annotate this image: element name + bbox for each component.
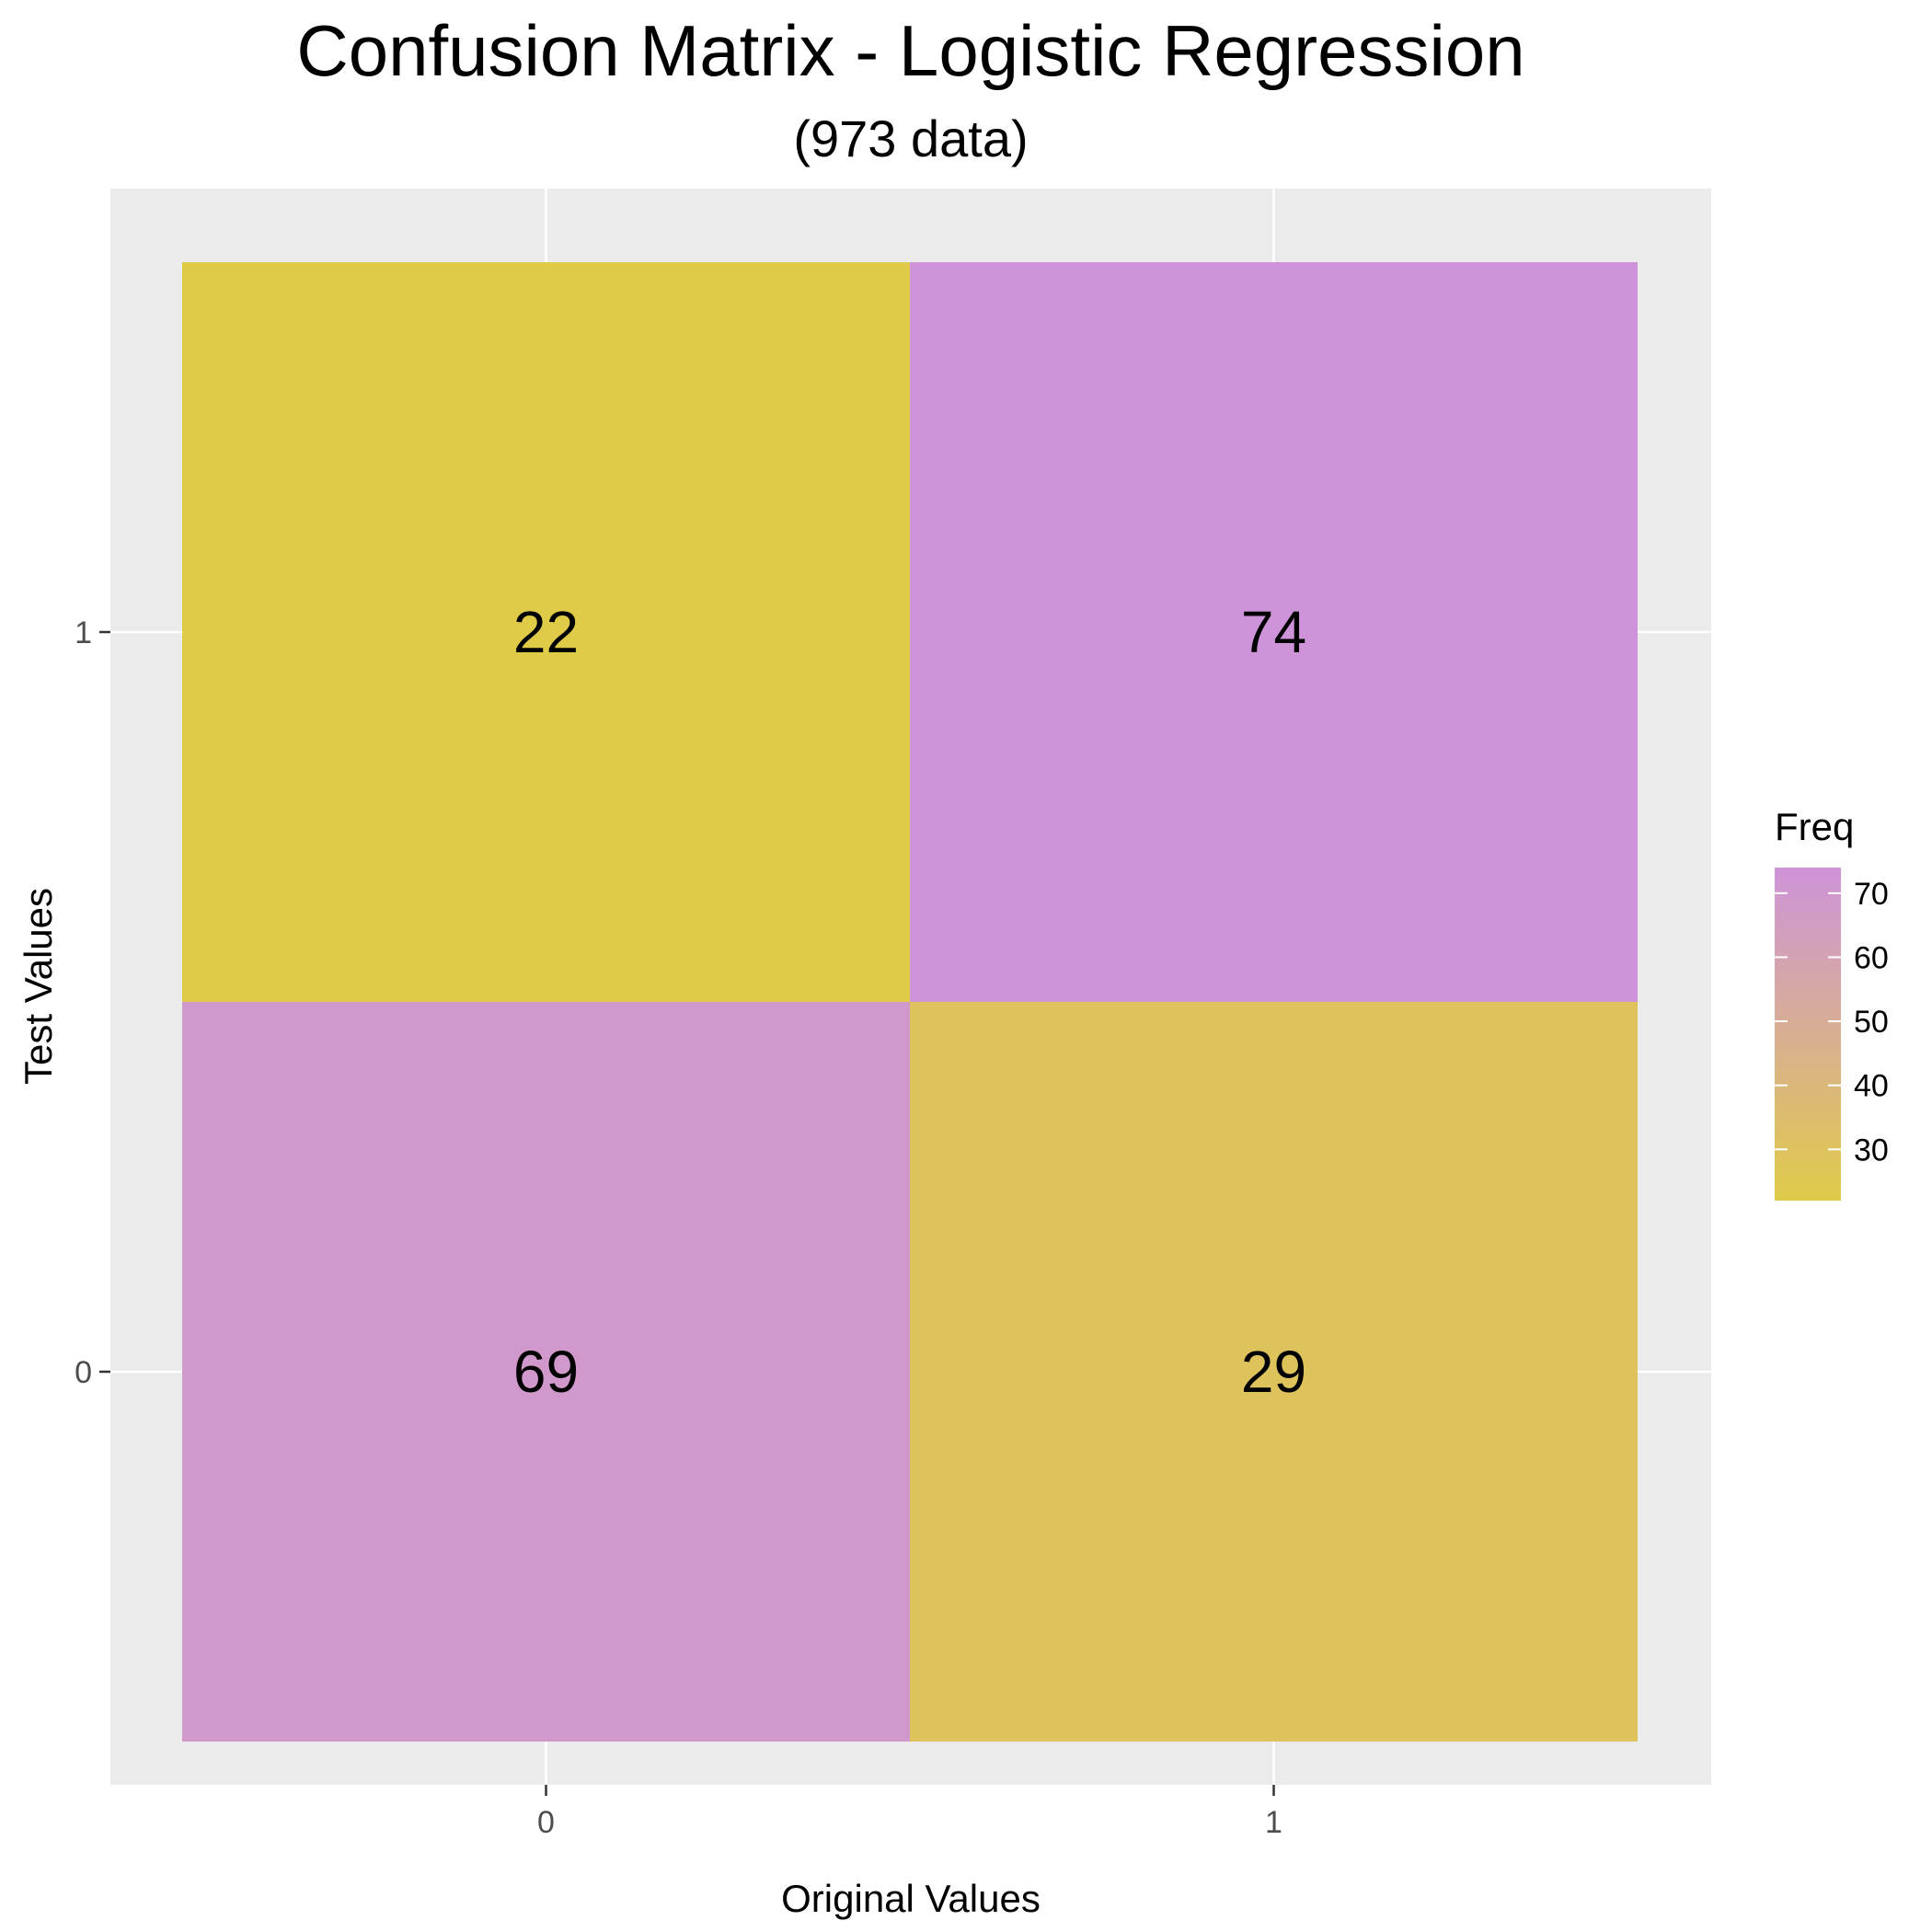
cell-value-label: 22 [513,599,579,665]
x-axis-label: Original Values [781,1877,1041,1920]
color-legend: Freq 30 40 50 60 70 [1775,805,1889,1201]
x-tick-label: 1 [1265,1805,1282,1840]
heatmap-cell [182,262,910,1002]
y-axis-label: Test Values [17,888,60,1085]
cell-value-label: 69 [513,1339,579,1405]
heatmap-cell [910,262,1638,1002]
y-tick-label: 1 [75,615,92,650]
chart-title: Confusion Matrix - Logistic Regression [296,10,1524,91]
legend-tick-label: 30 [1854,1133,1889,1167]
y-tick-label: 0 [75,1355,92,1390]
chart-subtitle: (973 data) [793,109,1028,167]
legend-title: Freq [1775,805,1854,848]
heatmap-cell [910,1002,1638,1742]
y-axis-ticks: 01 [75,615,110,1390]
heatmap-cell [182,1002,910,1742]
cell-value-labels: 22 74 69 29 [513,599,1306,1405]
legend-tick-label: 60 [1854,940,1889,975]
legend-tick-label: 70 [1854,877,1889,912]
legend-color-bar [1775,868,1841,1201]
heatmap-cells [182,262,1638,1742]
legend-ticks: 30 40 50 60 70 [1775,877,1889,1167]
cell-value-label: 29 [1241,1339,1306,1405]
legend-tick-label: 40 [1854,1069,1889,1104]
cell-value-label: 74 [1241,599,1306,665]
legend-tick-label: 50 [1854,1005,1889,1040]
x-tick-label: 0 [537,1805,555,1840]
